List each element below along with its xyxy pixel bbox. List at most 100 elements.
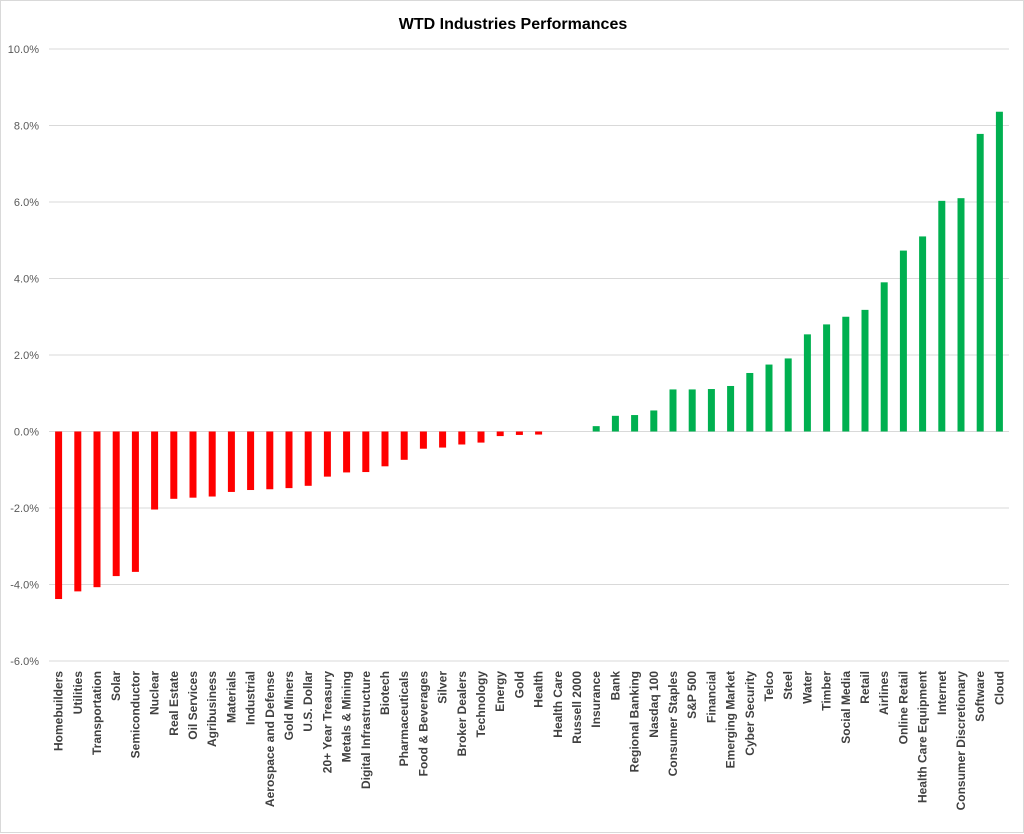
bar <box>400 431 408 460</box>
x-tick-label: Silver <box>436 671 450 704</box>
x-tick-label: Retail <box>858 671 872 704</box>
y-tick-label: 2.0% <box>14 350 39 362</box>
bar <box>227 431 235 492</box>
x-tick-label: Consumer Staples <box>666 671 680 777</box>
x-tick-label: Internet <box>935 671 949 715</box>
x-axis-ticks: Homebuilders Utilities Transportation Solar… <box>52 671 1007 811</box>
bar <box>343 431 351 473</box>
x-tick-label: Pharmaceuticals <box>397 671 411 767</box>
x-tick-label: Digital Infrastructure <box>359 671 373 789</box>
x-tick-label: Agribusiness <box>205 671 219 747</box>
x-tick-label: Gold <box>512 671 526 698</box>
x-tick-label: S&P 500 <box>685 671 699 719</box>
bar <box>650 410 658 432</box>
bar <box>592 426 600 432</box>
x-tick-label: Biotech <box>378 671 392 715</box>
x-tick-label: Health Care <box>551 671 565 738</box>
bar <box>477 431 485 443</box>
x-tick-label: Transportation <box>90 671 104 755</box>
bar <box>74 431 82 592</box>
chart-title: WTD Industries Performances <box>399 16 628 33</box>
bar <box>669 389 677 432</box>
x-tick-label: Online Retail <box>896 671 910 744</box>
bar <box>842 316 850 432</box>
bar <box>611 415 619 432</box>
bar <box>861 309 869 432</box>
bar <box>707 389 715 432</box>
x-tick-label: Metals & Mining <box>340 671 354 762</box>
x-tick-label: Energy <box>493 671 507 712</box>
x-tick-label: Gold Miners <box>282 671 296 741</box>
x-tick-label: Utilities <box>71 671 85 715</box>
bar <box>247 431 255 491</box>
bar <box>631 415 639 432</box>
y-tick-label: 0.0% <box>14 427 39 439</box>
y-axis-ticks: 10.0% 8.0% 6.0% 4.0% 2.0% 0.0% -2.0% -4.0% -6.0% <box>8 44 39 668</box>
x-tick-label: Regional Banking <box>628 671 642 772</box>
bar <box>151 431 159 510</box>
x-tick-label: Insurance <box>589 671 603 728</box>
x-tick-label: Software <box>973 671 987 722</box>
x-tick-label: Oil Services <box>186 671 200 740</box>
y-tick-label: 10.0% <box>8 44 39 56</box>
bar <box>515 431 523 435</box>
bar <box>323 431 331 477</box>
x-tick-label: Aerospace and Defense <box>263 671 277 807</box>
x-tick-label: Homebuilders <box>52 671 66 751</box>
x-tick-label: Cloud <box>992 671 1006 705</box>
x-tick-label: Industrial <box>244 671 258 725</box>
x-tick-label: Emerging Market <box>724 671 738 768</box>
x-tick-label: 20+ Year Treasury <box>320 671 334 774</box>
bar <box>535 431 543 435</box>
bar <box>784 358 792 432</box>
bar <box>727 385 735 432</box>
bar <box>976 133 984 432</box>
x-tick-label: Broker Dealers <box>455 671 469 757</box>
bars <box>55 111 1003 600</box>
x-tick-label: Cyber Security <box>743 671 757 756</box>
bar <box>208 431 216 497</box>
y-tick-label: 8.0% <box>14 121 39 133</box>
x-tick-label: Nuclear <box>148 671 162 715</box>
bar <box>899 250 907 432</box>
bar <box>266 431 274 490</box>
bar <box>765 364 773 432</box>
x-tick-label: Nasdaq 100 <box>647 671 661 738</box>
x-tick-label: Timber <box>820 671 834 711</box>
x-tick-label: Solar <box>109 671 123 701</box>
bar <box>93 431 101 588</box>
bar <box>938 200 946 432</box>
x-tick-label: Health Care Equipment <box>916 671 930 803</box>
y-tick-label: -2.0% <box>10 503 39 515</box>
bar <box>419 431 427 449</box>
x-tick-label: Social Media <box>839 671 853 744</box>
bar <box>304 431 312 486</box>
bar <box>112 431 120 577</box>
x-tick-label: Water <box>800 671 814 704</box>
bar <box>803 334 811 432</box>
bar <box>688 389 696 432</box>
bar <box>362 431 370 473</box>
x-tick-label: Financial <box>704 671 718 723</box>
x-tick-label: Airlines <box>877 671 891 715</box>
x-tick-label: Telco <box>762 671 776 701</box>
x-tick-label: Russell 2000 <box>570 671 584 744</box>
bar <box>919 236 927 432</box>
x-tick-label: Technology <box>474 671 488 738</box>
bar <box>746 372 754 432</box>
x-tick-label: Semiconductor <box>128 671 142 759</box>
bar <box>458 431 466 445</box>
x-tick-label: Steel <box>781 671 795 700</box>
x-tick-label: Consumer Discretionary <box>954 671 968 811</box>
bar <box>285 431 293 489</box>
bar <box>170 431 178 499</box>
bar <box>55 431 63 600</box>
bar <box>995 111 1003 432</box>
y-tick-label: 4.0% <box>14 274 39 286</box>
x-tick-label: Materials <box>224 671 238 723</box>
bar <box>957 198 965 432</box>
x-tick-label: U.S. Dollar <box>301 671 315 732</box>
bar <box>439 431 447 448</box>
